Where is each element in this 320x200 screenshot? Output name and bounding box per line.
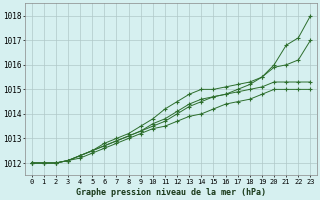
X-axis label: Graphe pression niveau de la mer (hPa): Graphe pression niveau de la mer (hPa)	[76, 188, 266, 197]
